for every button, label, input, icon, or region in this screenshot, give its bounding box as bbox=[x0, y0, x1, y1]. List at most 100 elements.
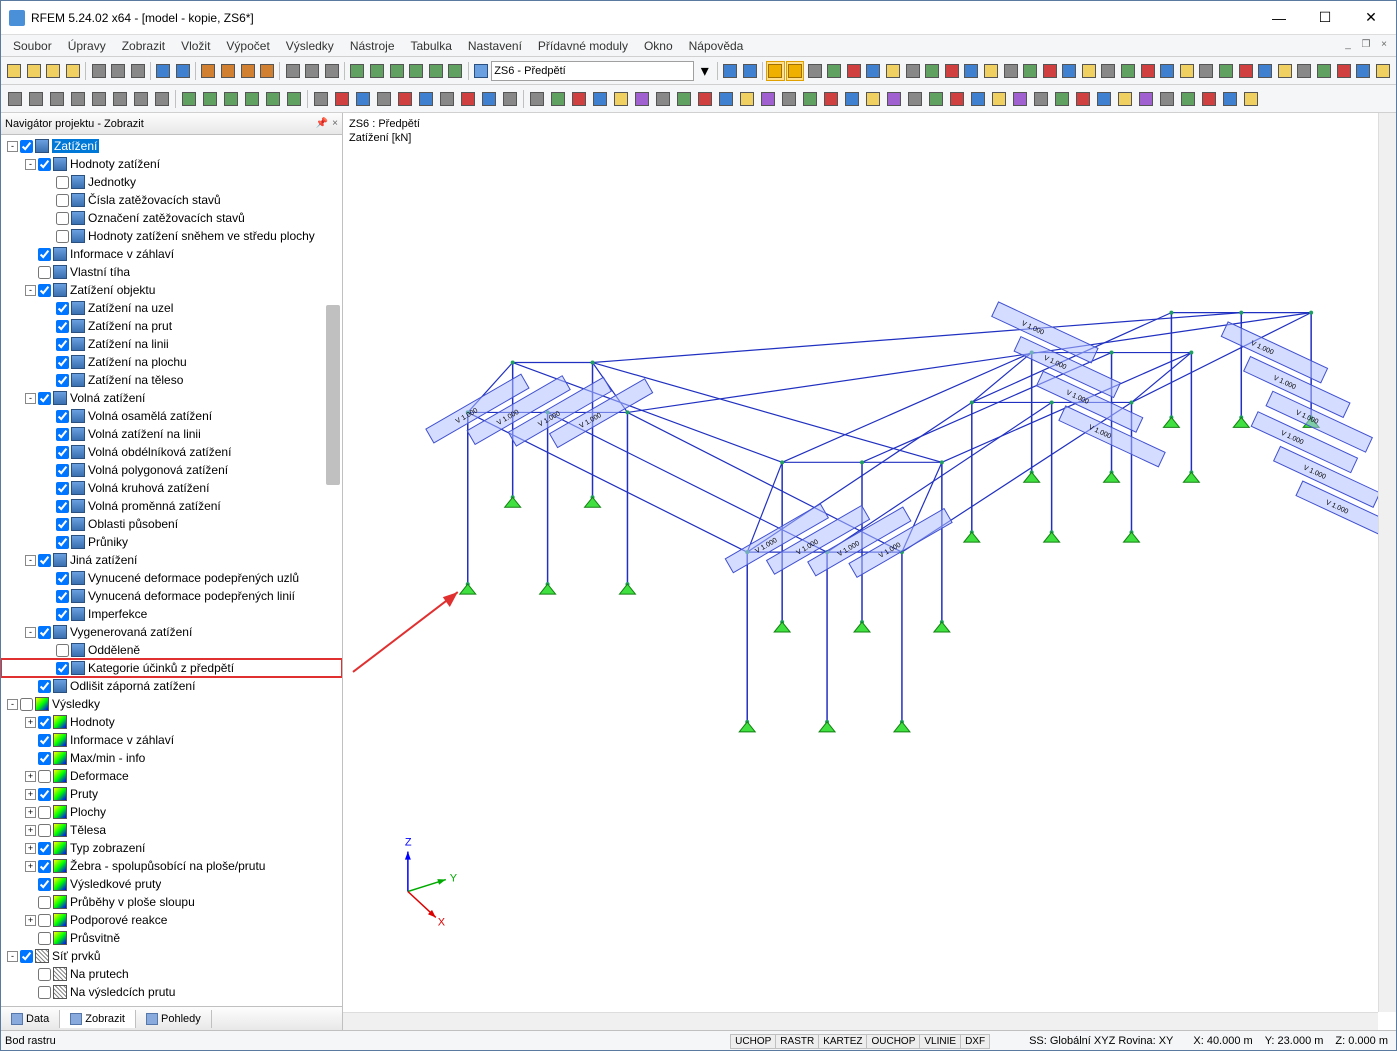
tree-toggle-icon[interactable]: - bbox=[7, 951, 18, 962]
tree-toggle-icon[interactable]: - bbox=[25, 159, 36, 170]
tree-item[interactable]: Zatížení na linii bbox=[1, 335, 342, 353]
tree-item[interactable]: Max/min - info bbox=[1, 749, 342, 767]
tree-checkbox[interactable] bbox=[38, 680, 51, 693]
tool1-icon-1[interactable] bbox=[825, 61, 844, 81]
tool2-icon-1[interactable] bbox=[548, 89, 568, 109]
tree-item[interactable]: -Zatížení objektu bbox=[1, 281, 342, 299]
tree-checkbox[interactable] bbox=[56, 500, 69, 513]
tree-checkbox[interactable] bbox=[38, 806, 51, 819]
tree-checkbox[interactable] bbox=[38, 878, 51, 891]
tree-item[interactable]: Zatížení na prut bbox=[1, 317, 342, 335]
tree-item[interactable]: Vlastní tíha bbox=[1, 263, 342, 281]
panel-close-icon[interactable]: × bbox=[332, 118, 338, 129]
tree-toggle-icon[interactable]: - bbox=[25, 393, 36, 404]
menu-zobrazit[interactable]: Zobrazit bbox=[114, 37, 173, 55]
tool2-icon-26[interactable] bbox=[1073, 89, 1093, 109]
menu-nápověda[interactable]: Nápověda bbox=[681, 37, 752, 55]
tree-item[interactable]: Na prutech bbox=[1, 965, 342, 983]
tree-checkbox[interactable] bbox=[38, 392, 51, 405]
tool1-icon-12[interactable] bbox=[1040, 61, 1059, 81]
tree-item[interactable]: Oblasti působení bbox=[1, 515, 342, 533]
tree-toggle-icon[interactable]: + bbox=[25, 789, 36, 800]
tool1-icon-22[interactable] bbox=[1236, 61, 1255, 81]
scrollbar-thumb[interactable] bbox=[326, 305, 340, 485]
tool1-icon-24[interactable] bbox=[1276, 61, 1295, 81]
redo-icon[interactable] bbox=[174, 61, 193, 81]
snap-icon-3[interactable] bbox=[374, 89, 394, 109]
status-toggle-rastr[interactable]: RASTR bbox=[775, 1034, 819, 1049]
tree-item[interactable]: Průniky bbox=[1, 533, 342, 551]
tool1-icon-7[interactable] bbox=[942, 61, 961, 81]
prev-lc-icon[interactable] bbox=[721, 61, 740, 81]
snap-icon-2[interactable] bbox=[353, 89, 373, 109]
tree-toggle-icon[interactable]: + bbox=[25, 825, 36, 836]
tool1-icon-26[interactable] bbox=[1315, 61, 1334, 81]
opening-icon[interactable] bbox=[426, 61, 445, 81]
nav-tab-data[interactable]: Data bbox=[1, 1010, 60, 1028]
tree-checkbox[interactable] bbox=[56, 176, 69, 189]
delete-icon[interactable] bbox=[258, 61, 277, 81]
snap-icon-4[interactable] bbox=[395, 89, 415, 109]
tool1-icon-9[interactable] bbox=[982, 61, 1001, 81]
tree-checkbox[interactable] bbox=[56, 338, 69, 351]
tree-toggle-icon[interactable]: - bbox=[7, 699, 18, 710]
status-toggle-vlinie[interactable]: VLINIE bbox=[919, 1034, 961, 1049]
tool1-icon-0[interactable] bbox=[805, 61, 824, 81]
tool2-icon-20[interactable] bbox=[947, 89, 967, 109]
snap-icon-5[interactable] bbox=[416, 89, 436, 109]
maximize-button[interactable]: ☐ bbox=[1302, 3, 1348, 33]
measure-icon[interactable] bbox=[323, 61, 342, 81]
tool2-icon-13[interactable] bbox=[800, 89, 820, 109]
viewport-3d[interactable]: ZS6 : Předpětí Zatížení [kN] V 1.000V 1.… bbox=[343, 113, 1396, 1030]
tree-item[interactable]: Zatížení na uzel bbox=[1, 299, 342, 317]
tree-item[interactable]: Zatížení na plochu bbox=[1, 353, 342, 371]
tree-item[interactable]: Označení zatěžovacích stavů bbox=[1, 209, 342, 227]
tree-checkbox[interactable] bbox=[38, 734, 51, 747]
tree-item[interactable]: Volná proměnná zatížení bbox=[1, 497, 342, 515]
tool1-icon-2[interactable] bbox=[844, 61, 863, 81]
tree-checkbox[interactable] bbox=[56, 446, 69, 459]
tree-toggle-icon[interactable]: + bbox=[25, 861, 36, 872]
solid-icon[interactable] bbox=[446, 61, 465, 81]
tool1-icon-17[interactable] bbox=[1138, 61, 1157, 81]
tool2-icon-11[interactable] bbox=[758, 89, 778, 109]
tool2-icon-30[interactable] bbox=[1157, 89, 1177, 109]
tree-checkbox[interactable] bbox=[38, 788, 51, 801]
loadcase-icon[interactable] bbox=[472, 61, 491, 81]
tree-checkbox[interactable] bbox=[38, 860, 51, 873]
pick-icon-2[interactable] bbox=[221, 89, 241, 109]
tool1-icon-25[interactable] bbox=[1295, 61, 1314, 81]
tree-item[interactable]: Odděleně bbox=[1, 641, 342, 659]
snap-icon-0[interactable] bbox=[311, 89, 331, 109]
tree-item[interactable]: -Volná zatížení bbox=[1, 389, 342, 407]
menu-okno[interactable]: Okno bbox=[636, 37, 681, 55]
snap-icon-6[interactable] bbox=[437, 89, 457, 109]
tool2-icon-15[interactable] bbox=[842, 89, 862, 109]
menu-soubor[interactable]: Soubor bbox=[5, 37, 60, 55]
tree-item[interactable]: Čísla zatěžovacích stavů bbox=[1, 191, 342, 209]
tool1-icon-15[interactable] bbox=[1099, 61, 1118, 81]
menu-nastavení[interactable]: Nastavení bbox=[460, 37, 530, 55]
tree-toggle-icon[interactable]: + bbox=[25, 717, 36, 728]
tool1-icon-10[interactable] bbox=[1001, 61, 1020, 81]
tree-checkbox[interactable] bbox=[38, 932, 51, 945]
tree-checkbox[interactable] bbox=[38, 752, 51, 765]
tool2-icon-21[interactable] bbox=[968, 89, 988, 109]
tree-item[interactable]: -Zatížení bbox=[1, 137, 342, 155]
view-icon-4[interactable] bbox=[89, 89, 109, 109]
menu-přídavné moduly[interactable]: Přídavné moduly bbox=[530, 37, 636, 55]
view-icon-7[interactable] bbox=[152, 89, 172, 109]
member-icon[interactable] bbox=[387, 61, 406, 81]
view-icon-0[interactable] bbox=[5, 89, 25, 109]
tree-toggle-icon[interactable]: - bbox=[25, 555, 36, 566]
status-toggle-uchop[interactable]: UCHOP bbox=[730, 1034, 776, 1049]
tree-item[interactable]: Volná zatížení na linii bbox=[1, 425, 342, 443]
tool1-icon-29[interactable] bbox=[1373, 61, 1392, 81]
tree-item[interactable]: Volná kruhová zatížení bbox=[1, 479, 342, 497]
tool2-icon-17[interactable] bbox=[884, 89, 904, 109]
pick-icon-1[interactable] bbox=[200, 89, 220, 109]
view-icon-1[interactable] bbox=[26, 89, 46, 109]
menu-vložit[interactable]: Vložit bbox=[173, 37, 218, 55]
tree-checkbox[interactable] bbox=[38, 266, 51, 279]
menu-nástroje[interactable]: Nástroje bbox=[342, 37, 403, 55]
